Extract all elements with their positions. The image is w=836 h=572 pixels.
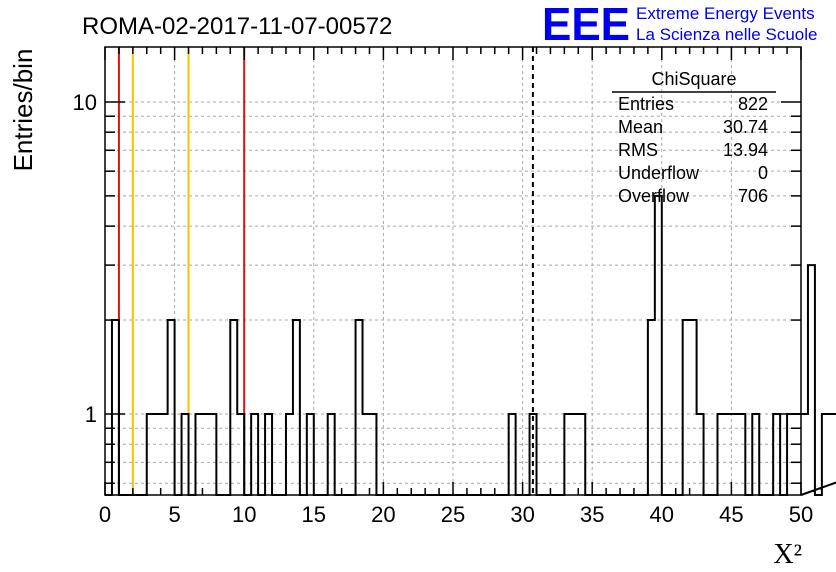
x-tick-label: 40 (650, 502, 674, 527)
x-tick-label: 50 (789, 502, 813, 527)
histogram-outline (105, 194, 836, 496)
x-tick-label: 5 (168, 502, 180, 527)
x-tick-label: 10 (232, 502, 256, 527)
histogram-bin (690, 320, 697, 495)
histogram-bin (801, 414, 808, 495)
eee-logo-line2: La Scienza nelle Scuole (636, 25, 817, 44)
stats-overflow-value: 706 (738, 186, 768, 206)
stats-underflow-value: 0 (758, 163, 768, 183)
eee-logo: EEE Extreme Energy Events La Scienza nel… (542, 0, 817, 50)
x-tick-label: 25 (441, 502, 465, 527)
y-axis-label: Entries/bin (8, 49, 38, 172)
axis-ticks (104, 47, 802, 495)
stats-title: ChiSquare (651, 69, 736, 89)
histogram-bin (356, 320, 363, 495)
x-tick-labels: 0 5 10 15 20 25 30 35 40 45 50 (99, 502, 813, 527)
histogram-bin (808, 265, 815, 495)
histogram-bin (112, 320, 119, 495)
x-tick-label: 15 (302, 502, 326, 527)
stats-rms-value: 13.94 (723, 140, 768, 160)
histogram-bin (230, 320, 237, 495)
histogram-bin (168, 320, 175, 495)
x-tick-label: 45 (719, 502, 743, 527)
x-tick-label: 30 (510, 502, 534, 527)
stats-rms-label: RMS (618, 140, 658, 160)
stats-mean-label: Mean (618, 117, 663, 137)
x-axis-label: X² (773, 539, 802, 570)
eee-logo-mark: EEE (542, 0, 630, 50)
histogram-bin (822, 414, 829, 495)
stats-box: ChiSquare Entries 822 Mean 30.74 RMS 13.… (612, 69, 776, 206)
x-tick-label: 35 (580, 502, 604, 527)
stats-underflow-label: Underflow (618, 163, 700, 183)
stats-entries-value: 822 (738, 94, 768, 114)
histogram-bin (683, 320, 690, 495)
y-tick-label: 1 (85, 402, 97, 427)
chart-title: ROMA-02-2017-11-07-00572 (82, 13, 392, 40)
stats-overflow-label: Overflow (618, 186, 690, 206)
histogram-bin (648, 320, 655, 495)
x-tick-label: 20 (371, 502, 395, 527)
stats-mean-value: 30.74 (723, 117, 768, 137)
histogram-bins (112, 196, 836, 495)
y-tick-label: 10 (73, 90, 97, 115)
grid-lines (105, 47, 801, 495)
histogram-bin (293, 320, 300, 495)
histogram-bin (655, 196, 662, 495)
x-tick-label: 0 (99, 502, 111, 527)
stats-entries-label: Entries (618, 94, 674, 114)
y-tick-labels: 1 10 (73, 90, 97, 427)
eee-logo-line1: Extreme Energy Events (636, 4, 815, 23)
